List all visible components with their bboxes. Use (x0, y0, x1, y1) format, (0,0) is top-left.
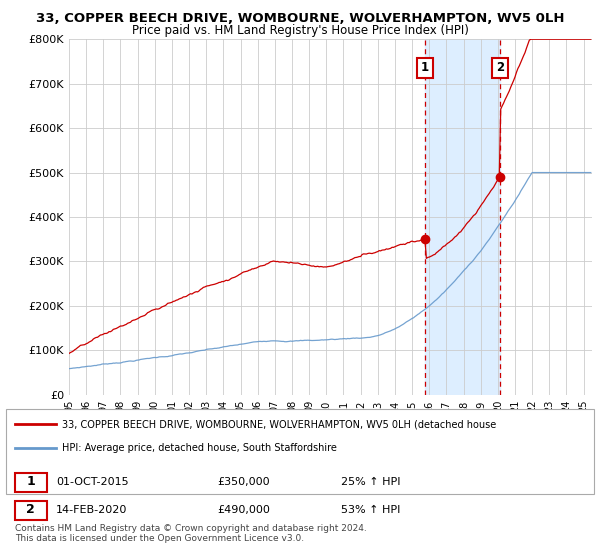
Text: Contains HM Land Registry data © Crown copyright and database right 2024.
This d: Contains HM Land Registry data © Crown c… (15, 524, 367, 543)
Text: 25% ↑ HPI: 25% ↑ HPI (341, 477, 401, 487)
Text: 2: 2 (26, 503, 35, 516)
Text: 01-OCT-2015: 01-OCT-2015 (56, 477, 128, 487)
Text: 1: 1 (26, 475, 35, 488)
FancyBboxPatch shape (15, 473, 47, 492)
Text: 33, COPPER BEECH DRIVE, WOMBOURNE, WOLVERHAMPTON, WV5 0LH: 33, COPPER BEECH DRIVE, WOMBOURNE, WOLVE… (36, 12, 564, 25)
Text: 53% ↑ HPI: 53% ↑ HPI (341, 505, 401, 515)
Text: 33, COPPER BEECH DRIVE, WOMBOURNE, WOLVERHAMPTON, WV5 0LH (detached house: 33, COPPER BEECH DRIVE, WOMBOURNE, WOLVE… (62, 419, 496, 429)
Text: HPI: Average price, detached house, South Staffordshire: HPI: Average price, detached house, Sout… (62, 444, 337, 454)
Text: 2: 2 (496, 61, 504, 74)
Text: Price paid vs. HM Land Registry's House Price Index (HPI): Price paid vs. HM Land Registry's House … (131, 24, 469, 36)
Text: £350,000: £350,000 (218, 477, 271, 487)
Bar (425, 39, 500, 395)
Text: 1: 1 (421, 61, 429, 74)
Bar (6, 409, 594, 494)
FancyBboxPatch shape (15, 501, 47, 520)
Text: £490,000: £490,000 (218, 505, 271, 515)
Text: 14-FEB-2020: 14-FEB-2020 (56, 505, 127, 515)
